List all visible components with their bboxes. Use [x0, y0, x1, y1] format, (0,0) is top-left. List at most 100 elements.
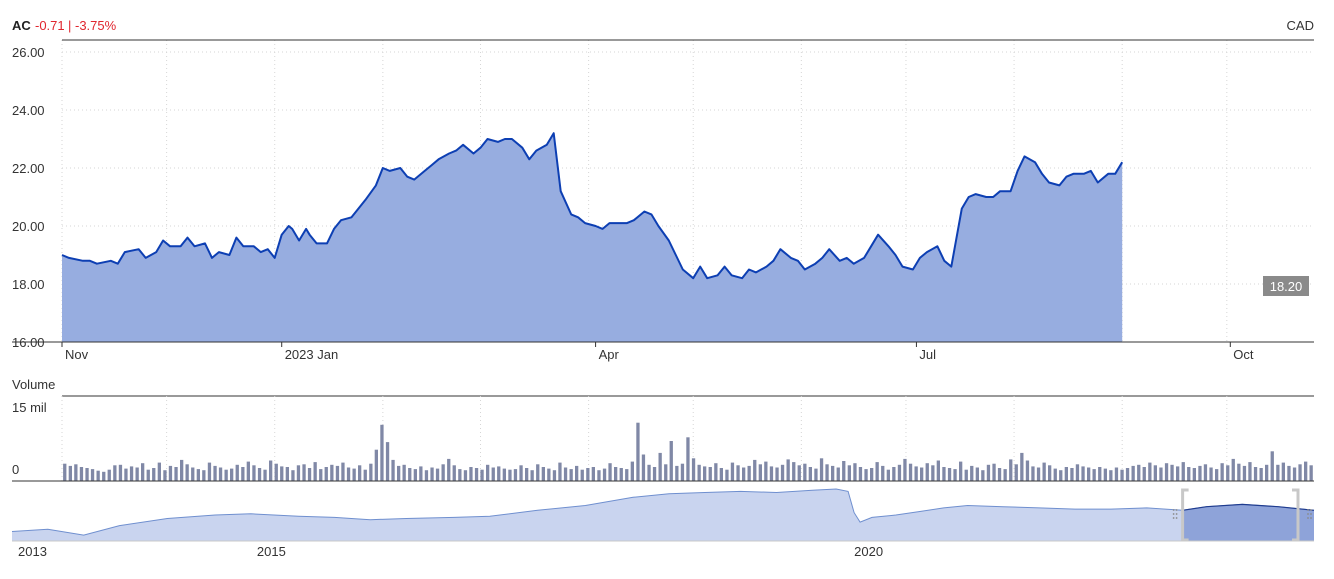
volume-bar [1176, 466, 1180, 481]
volume-bar [90, 469, 95, 481]
volume-bar [1048, 465, 1052, 481]
volume-bar [458, 469, 462, 481]
volume-y-zero-label: 0 [12, 462, 19, 477]
volume-bar [580, 469, 584, 481]
change-separator: | [68, 18, 71, 33]
navigator-x-axis: 2013 2015 2020 [18, 544, 883, 559]
volume-bar [79, 467, 84, 481]
symbol-label: AC [12, 18, 31, 33]
volume-bar [597, 470, 601, 481]
volume-bar [174, 467, 178, 481]
volume-bar [1064, 467, 1068, 481]
navigator-left-handle-icon[interactable] [1172, 509, 1178, 519]
volume-bar [875, 462, 879, 481]
volume-bar [102, 471, 106, 481]
volume-bar [992, 463, 996, 481]
navigator-left-bracket[interactable] [1181, 488, 1189, 542]
volume-bar [129, 466, 134, 481]
volume-bar [1148, 462, 1152, 481]
volume-bar [541, 467, 545, 481]
volume-bar [764, 461, 768, 481]
volume-bar [1270, 451, 1274, 481]
volume-bar [1292, 467, 1297, 481]
volume-bar [374, 449, 378, 481]
volume-bar [1042, 462, 1046, 481]
volume-bar [430, 467, 434, 481]
volume-bar [858, 467, 863, 481]
volume-bar [947, 468, 952, 481]
volume-bar [1198, 465, 1202, 481]
volume-bar [1120, 469, 1124, 481]
volume-bar [1170, 464, 1174, 481]
volume-bar [463, 470, 468, 481]
volume-bar [714, 463, 718, 481]
volume-bar [970, 465, 974, 481]
price-panel: 26.00 24.00 22.00 20.00 18.00 16.00 Nov 2023 J… [12, 39, 1314, 362]
volume-bar [1203, 464, 1208, 481]
volume-bar [152, 468, 156, 481]
volume-bar [691, 458, 696, 481]
volume-bar [352, 468, 356, 481]
volume-bar [1087, 467, 1091, 481]
volume-bar [803, 463, 807, 481]
volume-bar [775, 467, 779, 481]
volume-bar [519, 465, 523, 481]
volume-bar [881, 465, 885, 481]
volume-y-max-label: 15 mil [12, 400, 47, 415]
navigator-selected-area[interactable] [1182, 504, 1314, 541]
volume-bar [185, 464, 189, 481]
volume-bar [530, 470, 534, 481]
range-navigator[interactable]: 2013 2015 2020 [11, 488, 1315, 559]
volume-bar [1070, 468, 1074, 481]
volume-bar [157, 462, 161, 481]
volume-bar [96, 470, 100, 481]
price-x-axis: Nov 2023 Jan Apr Jul Oct [61, 342, 1254, 362]
volume-bar [842, 461, 846, 481]
volume-bar [285, 467, 289, 481]
volume-bar [547, 468, 551, 481]
last-price-label: 18.20 [1270, 279, 1303, 294]
navigator-area [12, 489, 1314, 541]
volume-bar [1209, 467, 1213, 481]
volume-bar [1159, 467, 1163, 481]
navigator-window[interactable] [1172, 488, 1312, 542]
volume-bar [85, 468, 89, 481]
last-price-marker: 18.20 [1263, 276, 1309, 296]
price-x-tick-label: Nov [65, 347, 89, 362]
navigator-right-handle-icon[interactable] [1307, 509, 1312, 519]
volume-bar [719, 468, 723, 481]
volume-bar [246, 461, 250, 481]
volume-bar [302, 464, 306, 481]
volume-bar [669, 441, 673, 481]
volume-bar [74, 464, 78, 481]
volume-bar [608, 463, 612, 481]
volume-bar [196, 469, 200, 481]
volume-bar [1226, 465, 1230, 481]
volume-bar [920, 467, 924, 481]
volume-bar [953, 469, 957, 481]
volume-bar [257, 468, 262, 481]
volume-bar [296, 465, 301, 481]
volume-bar [402, 464, 406, 481]
volume-bar [397, 465, 401, 481]
volume-bar [792, 462, 796, 481]
volume-bar [1192, 468, 1196, 481]
volume-bar [808, 467, 812, 481]
price-x-tick-label: Jul [919, 347, 936, 362]
volume-bar [435, 468, 440, 481]
navigator-right-bracket[interactable] [1292, 488, 1300, 542]
volume-bar [168, 465, 173, 481]
volume-bar [536, 464, 540, 481]
volume-bar [369, 463, 373, 481]
navigator-x-tick-label: 2015 [257, 544, 286, 559]
volume-bar [703, 466, 707, 481]
volume-bar [847, 465, 851, 481]
volume-bar [491, 467, 495, 481]
volume-bar [1237, 463, 1241, 481]
volume-bar [853, 463, 857, 481]
volume-bar [218, 467, 223, 481]
volume-bar [146, 469, 150, 481]
volume-bar [207, 462, 212, 481]
volume-bar [1036, 467, 1041, 481]
